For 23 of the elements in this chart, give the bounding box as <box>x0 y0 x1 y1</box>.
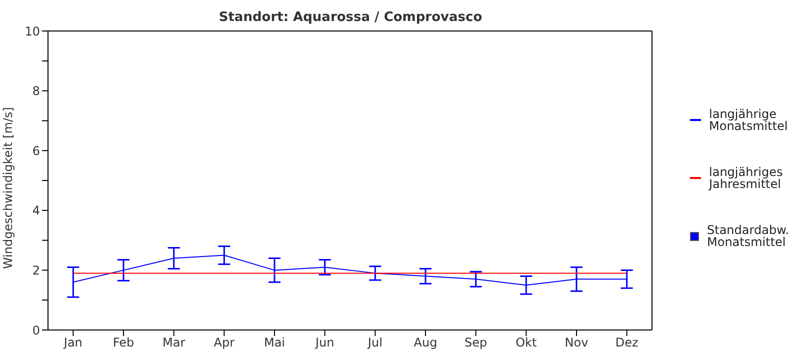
x-tick-label: Okt <box>516 336 538 350</box>
x-tick-label: Mar <box>162 336 186 350</box>
x-tick-label: Jul <box>366 336 382 350</box>
chart-title: Standort: Aquarossa / Comprovasco <box>218 10 484 25</box>
x-tick-label: Mai <box>264 336 286 350</box>
y-tick-label: 6 <box>32 144 40 158</box>
legend-label: langjährige Monatsmittel <box>709 107 789 133</box>
x-tick-label: Sep <box>464 336 488 350</box>
x-tick-label: Nov <box>564 336 588 350</box>
y-tick-label: 10 <box>24 24 40 38</box>
x-tick-label: Feb <box>112 336 134 350</box>
y-tick-label: 0 <box>32 323 40 338</box>
legend-label: langjähriges Jahresmittel <box>709 165 784 191</box>
text: Standardabw. Monatsmittel <box>707 223 790 249</box>
x-tick-label: Apr <box>214 336 235 350</box>
y-tick-label: 8 <box>32 84 40 98</box>
x-tick-label: Jun <box>314 336 334 350</box>
y-tick-label: 4 <box>32 204 40 218</box>
x-tick-label: Dez <box>615 336 638 350</box>
y-tick-label: 2 <box>32 263 40 278</box>
x-tick-label: Aug <box>414 336 438 350</box>
x-tick-label: Jan <box>62 336 82 350</box>
y-axis-title: Windgeschwindigkeit [m/s] <box>1 106 15 270</box>
